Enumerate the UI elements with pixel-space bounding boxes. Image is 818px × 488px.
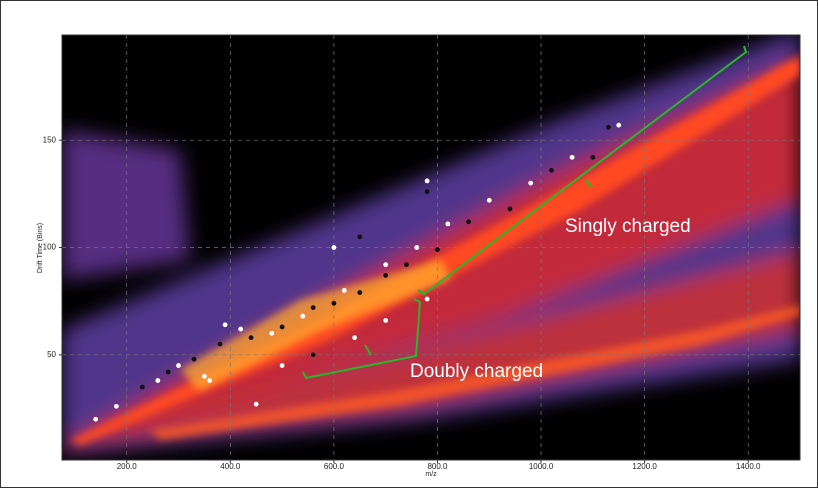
bracket-tick [585, 179, 593, 189]
y-tick-label: 50 [47, 350, 56, 359]
x-tick-label: 400.0 [220, 462, 241, 471]
bracket-tick [364, 344, 372, 356]
point [310, 352, 316, 358]
annotation: Doubly charged [410, 361, 543, 382]
point [357, 234, 363, 240]
point [207, 378, 213, 383]
point [590, 154, 596, 160]
x-tick-label: 1400.0 [736, 462, 761, 471]
x-tick-label: 1000.0 [529, 462, 554, 471]
point [507, 206, 513, 212]
point [616, 122, 622, 128]
point [113, 403, 119, 409]
point [549, 167, 554, 173]
point [445, 221, 451, 227]
point [248, 335, 254, 341]
point [176, 363, 181, 368]
point [569, 154, 575, 160]
point [191, 356, 197, 362]
point [528, 180, 534, 186]
point [310, 305, 316, 311]
annotation: Singly charged [565, 216, 691, 237]
point [466, 219, 471, 225]
point [279, 324, 285, 330]
y-tick-label: 100 [43, 243, 57, 252]
x-tick-label: 1200.0 [632, 462, 657, 471]
point [93, 416, 99, 422]
point [341, 288, 347, 293]
point [331, 245, 337, 250]
point [222, 322, 228, 328]
point [300, 313, 306, 319]
point [383, 318, 389, 323]
point [424, 296, 430, 302]
point [202, 373, 207, 379]
point [279, 363, 285, 368]
x-tick-label: 200.0 [117, 462, 138, 471]
x-axis-label: m/z [425, 471, 437, 478]
point [217, 341, 223, 347]
point [383, 262, 389, 268]
point [139, 384, 145, 390]
y-tick-label: 150 [43, 135, 57, 144]
point [486, 197, 492, 203]
point [269, 330, 275, 336]
point [424, 189, 430, 195]
x-tick-label: 800.0 [427, 462, 448, 471]
point [414, 245, 420, 250]
point [253, 401, 259, 407]
bracket-singly [417, 45, 748, 296]
point [383, 273, 389, 278]
point [605, 124, 611, 130]
point [331, 300, 337, 306]
point [424, 178, 430, 184]
bracket-doubly [302, 298, 422, 380]
point [155, 378, 161, 383]
y-axis-label: Drift Time (Bins) [37, 223, 44, 273]
point [238, 326, 244, 332]
point [352, 335, 358, 341]
point [404, 262, 409, 268]
x-tick-label: 600.0 [324, 462, 345, 471]
heatmap [62, 35, 800, 460]
point [165, 369, 171, 375]
point [435, 247, 440, 253]
point [357, 290, 363, 295]
